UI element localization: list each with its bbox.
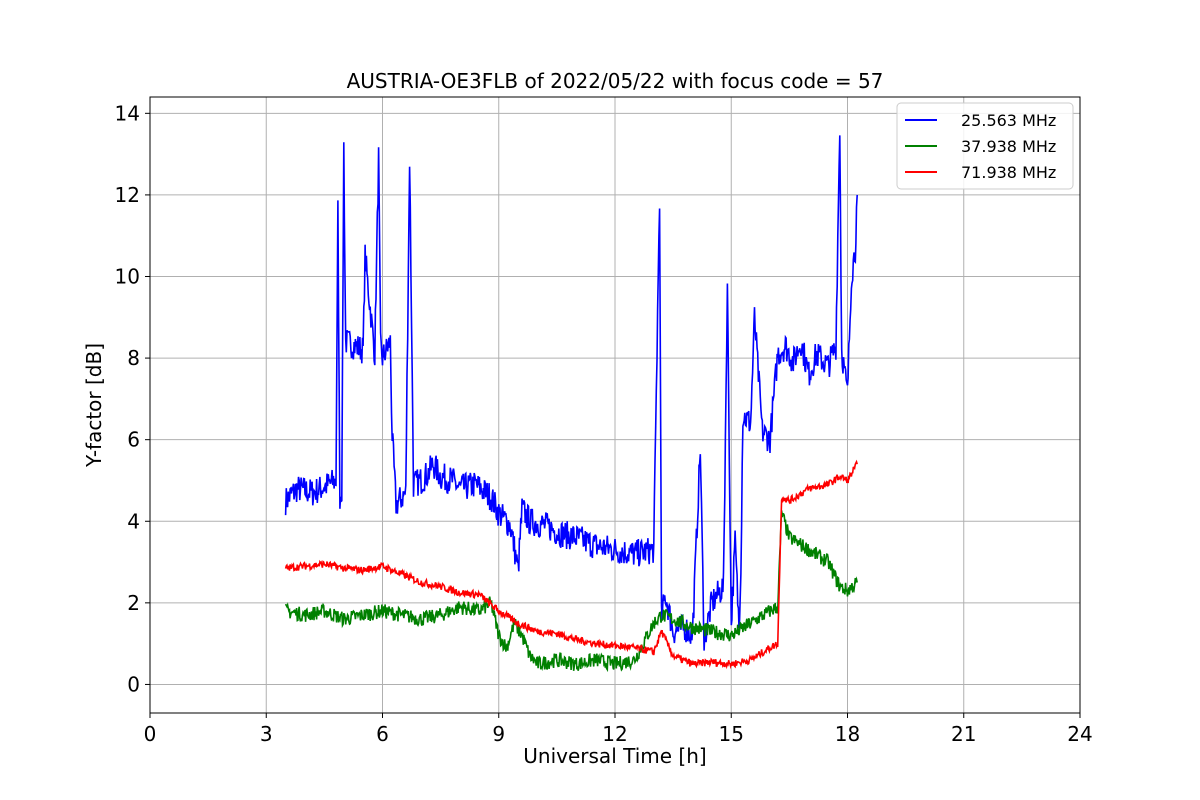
x-tick-label: 24 <box>1067 722 1092 746</box>
y-tick-label: 12 <box>115 183 140 207</box>
y-tick-label: 10 <box>115 264 140 288</box>
series-line-2 <box>284 510 858 673</box>
y-tick-label: 4 <box>127 509 140 533</box>
x-tick-label: 0 <box>144 722 157 746</box>
x-tick-label: 12 <box>602 722 627 746</box>
x-tick-label: 6 <box>376 722 389 746</box>
legend-entry-3: 71.938 MHz <box>961 163 1056 182</box>
series-line-3 <box>284 459 858 670</box>
series-line-1 <box>284 135 858 651</box>
chart-title: AUSTRIA-OE3FLB of 2022/05/22 with focus … <box>347 69 884 93</box>
x-tick-label: 15 <box>719 722 744 746</box>
y-axis-label: Y-factor [dB] <box>82 343 106 468</box>
legend-entry-1: 25.563 MHz <box>961 111 1056 130</box>
x-tick-label: 18 <box>835 722 860 746</box>
y-tick-label: 2 <box>127 591 140 615</box>
y-tick-label: 0 <box>127 672 140 696</box>
x-axis: 0 3 6 9 12 15 18 21 24 <box>144 713 1093 746</box>
x-tick-label: 9 <box>492 722 505 746</box>
y-axis: 0 2 4 6 8 10 12 14 <box>115 101 150 696</box>
y-tick-label: 14 <box>115 101 140 125</box>
grid <box>149 97 1081 713</box>
y-tick-label: 8 <box>127 346 140 370</box>
x-tick-label: 21 <box>951 722 976 746</box>
x-axis-label: Universal Time [h] <box>523 744 706 768</box>
legend: 25.563 MHz 37.938 MHz 71.938 MHz <box>896 102 1074 190</box>
legend-box <box>896 102 1074 190</box>
x-tick-label: 3 <box>260 722 273 746</box>
legend-entry-2: 37.938 MHz <box>961 137 1056 156</box>
y-tick-label: 6 <box>127 428 140 452</box>
series-layer <box>284 135 858 673</box>
